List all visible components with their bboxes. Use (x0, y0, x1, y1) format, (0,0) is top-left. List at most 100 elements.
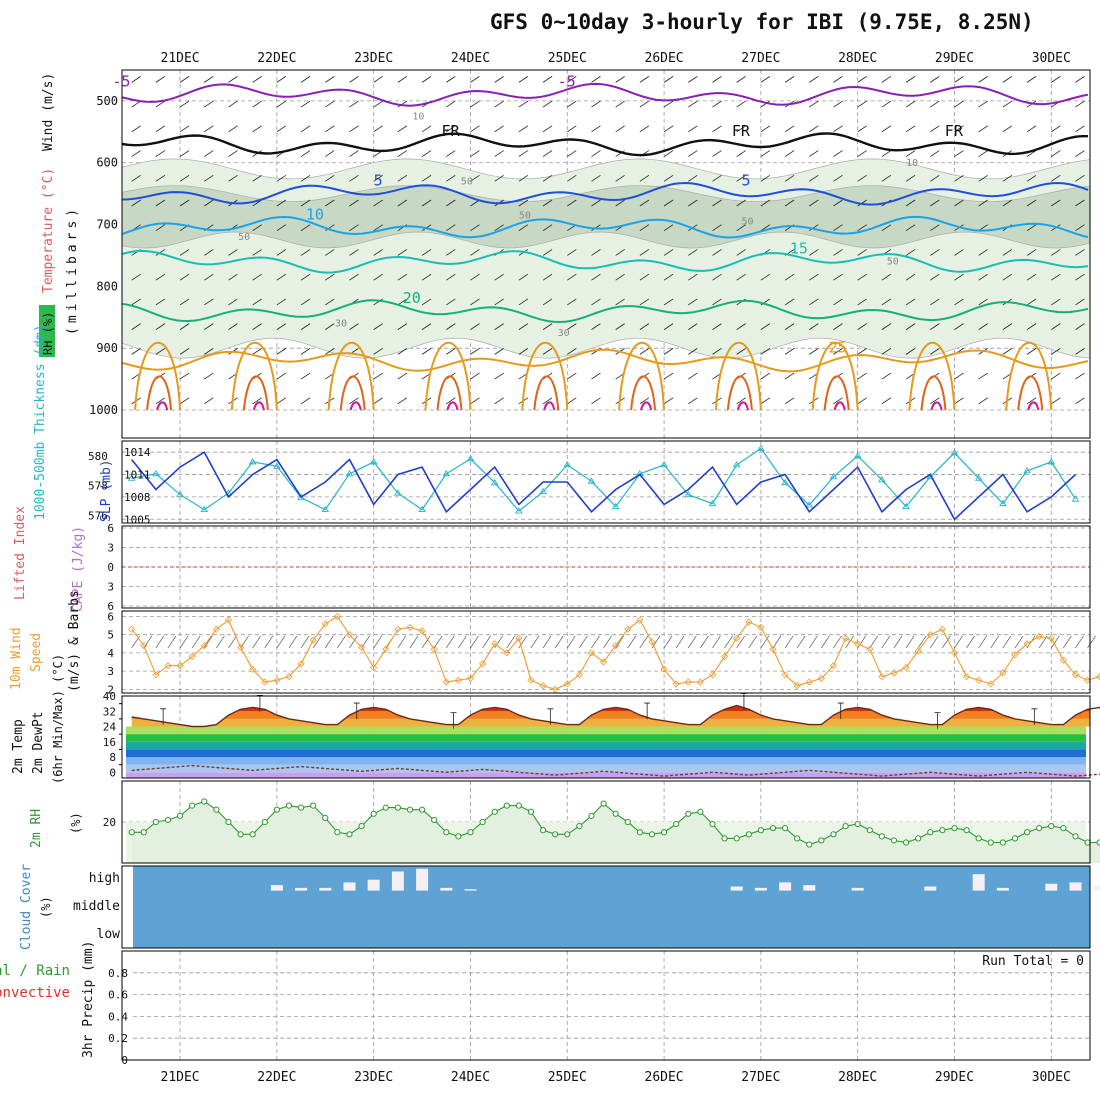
wind-barb (349, 224, 359, 232)
wind-barb (663, 273, 674, 281)
wind-barb (1075, 372, 1085, 380)
wind-barb (639, 125, 650, 133)
wind-barb (760, 174, 771, 182)
wind-barb (591, 174, 601, 182)
wind-barb-10m (736, 635, 745, 649)
wind-barb (373, 100, 383, 108)
temp-minmax-bar (1031, 708, 1038, 725)
wind-barb (421, 323, 432, 330)
wind-barb-10m (845, 635, 854, 649)
wind-barb-10m (712, 635, 721, 649)
rh-point (382, 804, 389, 811)
wind-barb (857, 125, 867, 133)
wind-barb (930, 199, 940, 207)
wind-barb (276, 199, 287, 207)
wind-barb (325, 224, 335, 232)
wind-speed-point (805, 678, 813, 686)
wind-barb (615, 199, 625, 207)
wind-barb (131, 199, 141, 207)
wind-barb-10m (252, 635, 261, 649)
cloud-level-label: high (89, 871, 120, 886)
wind-barb (204, 150, 214, 157)
wind-barb (615, 100, 625, 108)
wind-barb (1051, 397, 1061, 405)
wind-barb (809, 150, 819, 157)
wind-barb (712, 174, 722, 182)
wind-speed-point (902, 663, 910, 672)
wind-barb (881, 224, 892, 232)
wind-barb-10m (470, 635, 479, 649)
wind-speed-point (612, 642, 620, 650)
wind-speed-point (660, 665, 668, 673)
isotherm-line (121, 132, 1088, 157)
wind-barb (905, 100, 916, 108)
wind-barb (397, 150, 408, 157)
thickness-point (1023, 466, 1031, 474)
isotherm-30-loop (533, 375, 560, 411)
temp-minmax-bar (450, 712, 457, 729)
temp-minmax-bar (934, 712, 941, 729)
cloud-cover-label: Cloud Cover (19, 864, 34, 950)
wind-barb (494, 224, 504, 232)
wind-barb (155, 224, 166, 232)
wind-speed-point (999, 669, 1007, 677)
wind-speed-point (914, 647, 922, 655)
wind-barb (1026, 199, 1037, 207)
rh-axis-label: RH (%) (41, 312, 55, 355)
wind-barb (833, 273, 843, 281)
isotherm-line (121, 348, 1089, 373)
rh-point (830, 831, 837, 838)
wind-barb (1002, 174, 1013, 182)
wind-barb-10m (179, 635, 189, 649)
wind-barb (494, 397, 504, 405)
x-tick-label-top: 25DEC (548, 51, 587, 66)
isotherm-label: 10 (306, 206, 324, 224)
wind-speed-point (152, 671, 160, 679)
wind-barb (954, 298, 964, 306)
wind-barb (881, 125, 892, 133)
wind-barb (978, 76, 988, 83)
wind-barb (1075, 76, 1085, 83)
wind-speed-point (406, 623, 414, 631)
wind-barb (252, 397, 262, 405)
wind-speed-point (890, 669, 898, 677)
wind-speed-point (575, 671, 583, 679)
thickness-point (176, 490, 184, 498)
wind-barb-10m (591, 635, 600, 649)
wind-barb (1002, 323, 1013, 330)
wind-barbs-axis-group: (m/s) & Barbs (67, 590, 82, 692)
thickness-axis-label: 1000-500mb Thickness (dm) (33, 324, 48, 520)
wind-barb (663, 76, 674, 83)
rh-point (285, 802, 293, 809)
thickness-tick-label: 576 (88, 510, 108, 523)
wind-barb (204, 323, 214, 330)
temp-color-band (126, 741, 1086, 750)
rh-point (455, 833, 462, 840)
wind-barb (1002, 249, 1013, 256)
wind-barb (930, 397, 940, 405)
wind-barb-10m (579, 635, 588, 649)
wind-speed-point (708, 671, 717, 679)
wind-barb (736, 199, 746, 207)
wind-barb (881, 348, 892, 355)
wind-barb-10m (833, 635, 842, 649)
wind-barb (300, 150, 311, 157)
high-cloud-bar (367, 879, 380, 891)
rh-point (176, 812, 184, 819)
wind-barb (954, 323, 964, 330)
wind-barb (397, 249, 408, 256)
wind-barb (204, 273, 214, 281)
wind-barb (857, 76, 867, 83)
thickness-point (636, 469, 644, 477)
rh-contour-label: 50 (742, 217, 754, 228)
high-cloud-bar (440, 887, 453, 891)
wind-barb (397, 372, 408, 380)
wind-barb (325, 76, 335, 83)
wind-barb (300, 174, 311, 182)
isotherm-35-loop (930, 401, 943, 411)
wind-barb (615, 174, 625, 182)
wind-barb (518, 76, 529, 83)
wind-barb (421, 298, 432, 306)
wind-tick-label: 4 (107, 647, 114, 660)
wind-barb (542, 298, 553, 306)
